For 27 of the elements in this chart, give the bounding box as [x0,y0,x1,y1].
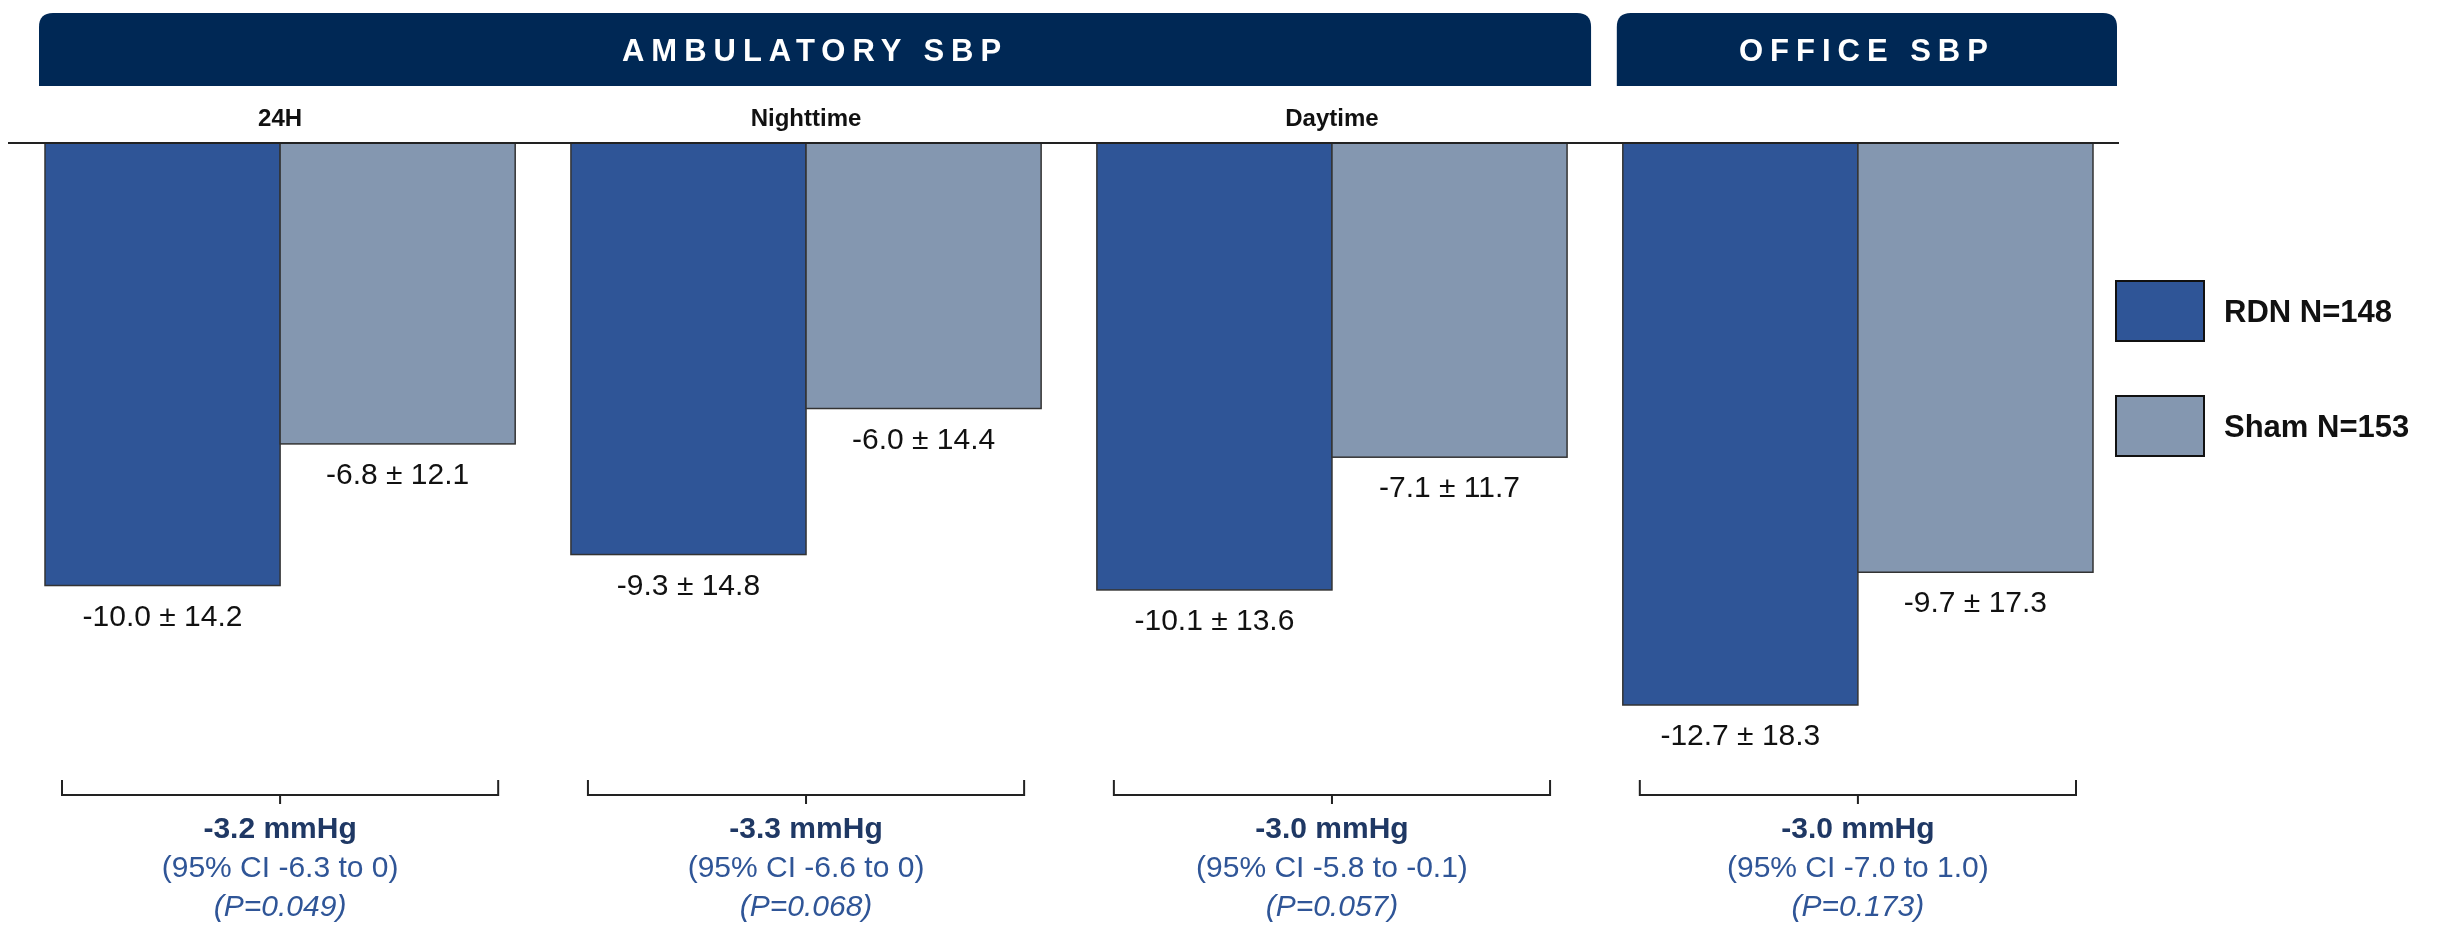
data-label: -6.0 ± 14.4 [851,421,996,455]
text: (P=0.049) [213,889,347,922]
data-label: -9.3 ± 14.8 [616,567,761,601]
text: -3.0 mmHg [1255,811,1409,844]
legend-label: Sham N=153 [2224,409,2410,444]
text: (95% CI -7.0 to 1.0) [1727,850,1989,883]
text: -3.2 mmHg [203,811,357,844]
text: (95% CI -6.6 to 0) [687,850,925,883]
text: (P=0.057) [1265,889,1399,922]
text: (95% CI -6.3 to 0) [161,850,399,883]
x-tick-label: Daytime [1285,104,1379,131]
text: -3.3 mmHg [729,811,883,844]
x-tick-label: Nighttime [750,104,862,131]
x-tick-label: 24H [258,104,303,131]
data-label: -9.7 ± 17.3 [1903,585,2048,619]
data-label: -12.7 ± 18.3 [1660,718,1821,751]
text: OFFICE SBP [1738,32,1995,68]
data-label: -7.1 ± 11.7 [1379,470,1521,504]
text: (P=0.068) [739,889,873,922]
text: (95% CI -5.8 to -0.1) [1196,850,1468,883]
data-label: -6.8 ± 12.1 [326,456,470,490]
legend-label: RDN N=148 [2224,294,2392,329]
text: AMBULATORY SBP [621,32,1009,68]
data-label: -10.1 ± 13.6 [1134,602,1295,636]
text: (P=0.173) [1791,889,1925,922]
text: -3.0 mmHg [1781,811,1935,844]
data-label: -10.0 ± 14.2 [82,598,243,632]
